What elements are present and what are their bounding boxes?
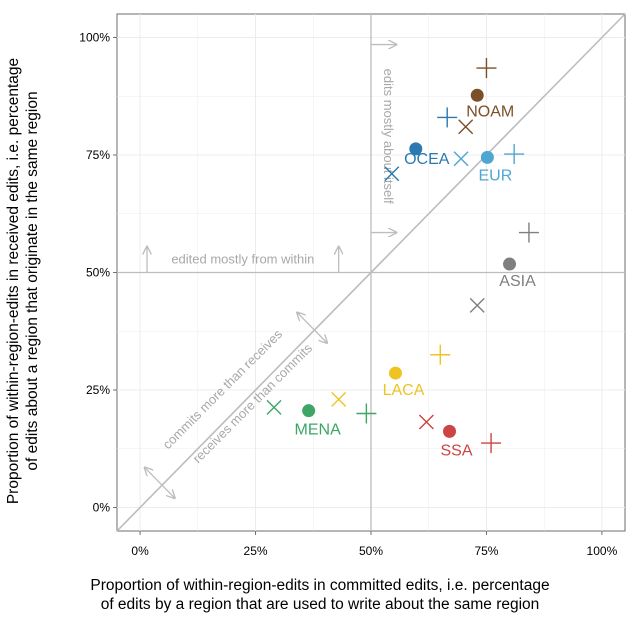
x-tick-label: 75% xyxy=(474,544,498,558)
series-label-eur: EUR xyxy=(478,167,512,184)
point-noam-plus xyxy=(476,58,497,79)
annotation-text: edited mostly from within xyxy=(171,252,314,267)
y-axis-title-line-2: of edits about a region that originate i… xyxy=(24,91,41,471)
x-axis-title: Proportion of within-region-edits in com… xyxy=(0,576,640,614)
series-label-noam: NOAM xyxy=(466,103,514,120)
point-asia-x xyxy=(469,297,485,313)
series-label-laca: LACA xyxy=(383,382,425,399)
y-tick-label: 50% xyxy=(86,266,110,280)
point-laca-x xyxy=(331,391,347,407)
x-tick-label: 0% xyxy=(131,544,149,558)
point-eur-plus xyxy=(504,144,525,165)
annotation-arrow xyxy=(297,312,327,343)
point-ocea-circle xyxy=(409,142,423,156)
point-ocea-plus xyxy=(437,107,458,128)
series-label-ssa: SSA xyxy=(441,442,473,459)
y-axis-title-line-1: Proportion of within-region-edits in rec… xyxy=(5,57,22,505)
x-tick-label: 100% xyxy=(587,544,618,558)
series-label-asia: ASIA xyxy=(499,273,536,290)
point-noam-x xyxy=(458,119,474,135)
y-tick-label: 25% xyxy=(86,383,110,397)
x-tick-label: 50% xyxy=(359,544,383,558)
point-laca-circle xyxy=(388,366,402,380)
annotation-arrow xyxy=(145,468,175,499)
x-tick-label: 25% xyxy=(244,544,268,558)
point-ssa-x xyxy=(418,414,434,430)
y-tick-label: 75% xyxy=(86,148,110,162)
point-mena-plus xyxy=(356,403,377,424)
y-axis-title: Proportion of within-region-edits in rec… xyxy=(4,1,42,561)
point-mena-x xyxy=(266,399,282,415)
point-mena-circle xyxy=(302,404,316,418)
y-tick-label: 0% xyxy=(93,501,111,515)
point-eur-circle xyxy=(480,150,494,164)
point-asia-circle xyxy=(503,257,517,271)
annotation-text: edits mostly about itself xyxy=(381,69,396,205)
x-axis-title-line-2: of edits by a region that are used to wr… xyxy=(100,596,540,613)
point-eur-x xyxy=(453,151,469,167)
y-tick-label: 100% xyxy=(79,31,110,45)
series-label-mena: MENA xyxy=(295,422,342,439)
point-laca-plus xyxy=(430,344,451,365)
x-axis-title-line-1: Proportion of within-region-edits in com… xyxy=(90,577,550,594)
point-ssa-plus xyxy=(481,433,502,454)
point-noam-circle xyxy=(470,88,484,102)
point-ssa-circle xyxy=(443,424,457,438)
series-label-ocea: OCEA xyxy=(404,151,450,168)
point-asia-plus xyxy=(518,222,539,243)
point-ocea-x xyxy=(384,166,400,182)
